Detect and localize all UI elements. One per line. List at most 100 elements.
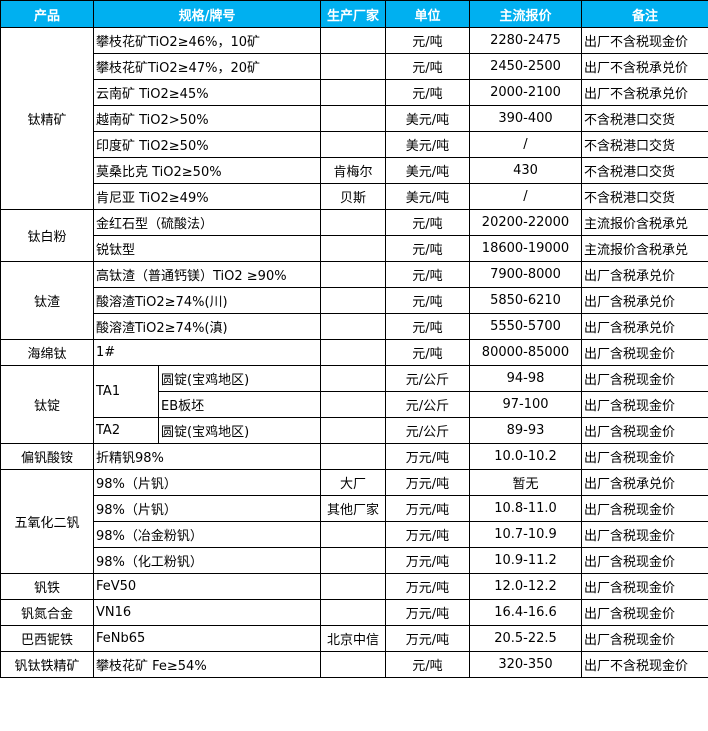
- grade-cell: TA2: [93, 417, 159, 444]
- note-cell: 主流报价含税承兑: [581, 235, 708, 262]
- unit-cell: 万元/吨: [385, 547, 470, 574]
- table-row: 98%（片钒） 其他厂家 万元/吨 10.8-11.0 出厂含税现金价: [1, 495, 708, 522]
- product-cell: 五氧化二钒: [0, 469, 94, 574]
- note-cell: 出厂含税现金价: [581, 599, 708, 626]
- unit-cell: 万元/吨: [385, 469, 470, 496]
- product-cell: 海绵钛: [0, 339, 94, 366]
- table-row: 钛白粉 金红石型（硫酸法） 元/吨 20200-22000 主流报价含税承兑: [0, 209, 708, 262]
- maker-cell: [320, 27, 386, 54]
- price-cell: 12.0-12.2: [469, 573, 582, 600]
- note-cell: 出厂含税承兑价: [581, 287, 708, 314]
- header-price: 主流报价: [469, 0, 582, 28]
- product-cell: 钛渣: [0, 261, 94, 340]
- unit-cell: 元/吨: [385, 339, 470, 366]
- product-cell: 钒钛铁精矿: [0, 651, 94, 678]
- unit-cell: 万元/吨: [385, 625, 470, 652]
- form-cell: 圆锭(宝鸡地区): [158, 365, 321, 392]
- table-row: 钛锭 TA1 圆锭(宝鸡地区) 元/公斤 94-98 出厂含税现金价: [0, 365, 708, 444]
- unit-cell: 元/吨: [385, 235, 470, 262]
- price-cell: 2000-2100: [469, 79, 582, 106]
- unit-cell: 元/吨: [385, 27, 470, 54]
- price-cell: 7900-8000: [469, 261, 582, 288]
- unit-cell: 元/吨: [385, 261, 470, 288]
- note-cell: 出厂不含税现金价: [581, 27, 708, 54]
- unit-cell: 美元/吨: [385, 105, 470, 132]
- price-cell: 20200-22000: [469, 209, 582, 236]
- header-row: 产品 规格/牌号 生产厂家 单位 主流报价 备注: [0, 0, 708, 28]
- table-row: 钛渣 高钛渣（普通钙镁）TiO2 ≥90% 元/吨 7900-8000 出厂含税承兑价: [0, 261, 708, 340]
- note-cell: 出厂含税承兑价: [581, 469, 708, 496]
- price-cell: 16.4-16.6: [469, 599, 582, 626]
- price-cell: 10.0-10.2: [469, 443, 582, 470]
- unit-cell: 元/吨: [385, 53, 470, 80]
- spec-cell: 酸溶渣TiO2≥74%(滇): [93, 313, 321, 340]
- spec-cell: 印度矿 TiO2≥50%: [93, 131, 321, 158]
- maker-cell: 肯梅尔: [320, 157, 386, 184]
- grade-cell: TA1: [93, 365, 159, 418]
- price-cell: 20.5-22.5: [469, 625, 582, 652]
- unit-cell: 元/公斤: [385, 391, 470, 418]
- header-unit: 单位: [385, 0, 470, 28]
- price-cell: 430: [469, 157, 582, 184]
- spec-cell: 98%（片钒）: [93, 495, 321, 522]
- price-cell: /: [469, 131, 582, 158]
- table-row: 云南矿 TiO2≥45% 元/吨 2000-2100 出厂不含税承兑价: [1, 79, 708, 106]
- note-cell: 不含税港口交货: [581, 105, 708, 132]
- table-row: 钛精矿 攀枝花矿TiO2≥46%，10矿 元/吨 2280-2475 出厂不含税现金价: [0, 27, 708, 210]
- spec-cell: 98%（化工粉钒）: [93, 547, 321, 574]
- table-row: 钒氮合金 VN16 万元/吨 16.4-16.6 出厂含税现金价: [0, 599, 708, 626]
- header-note: 备注: [581, 0, 708, 28]
- table-row: 攀枝花矿TiO2≥47%，20矿 元/吨 2450-2500 出厂不含税承兑价: [1, 53, 708, 80]
- table-row: TA2 圆锭(宝鸡地区) 元/公斤 89-93 出厂含税现金价: [1, 417, 708, 444]
- price-cell: 5550-5700: [469, 313, 582, 340]
- price-cell: 390-400: [469, 105, 582, 132]
- maker-cell: [320, 287, 386, 314]
- spec-cell: 金红石型（硫酸法）: [93, 209, 321, 236]
- note-cell: 出厂含税现金价: [581, 547, 708, 574]
- note-cell: 出厂含税现金价: [581, 417, 708, 444]
- price-cell: 89-93: [469, 417, 582, 444]
- price-cell: 10.8-11.0: [469, 495, 582, 522]
- note-cell: 出厂含税现金价: [581, 391, 708, 418]
- table-row: 巴西铌铁 FeNb65 北京中信 万元/吨 20.5-22.5 出厂含税现金价: [0, 625, 708, 652]
- maker-cell: 北京中信: [320, 625, 386, 652]
- price-cell: 97-100: [469, 391, 582, 418]
- maker-cell: [320, 53, 386, 80]
- note-cell: 出厂含税现金价: [581, 339, 708, 366]
- spec-cell: 莫桑比克 TiO2≥50%: [93, 157, 321, 184]
- note-cell: 出厂含税现金价: [581, 625, 708, 652]
- maker-cell: [320, 391, 386, 418]
- table-row: 锐钛型 元/吨 18600-19000 主流报价含税承兑: [1, 235, 708, 262]
- spec-cell: 锐钛型: [93, 235, 321, 262]
- product-cell: 钛锭: [0, 365, 94, 444]
- maker-cell: [320, 573, 386, 600]
- maker-cell: [320, 79, 386, 106]
- maker-cell: [320, 209, 386, 236]
- table-row: 越南矿 TiO2>50% 美元/吨 390-400 不含税港口交货: [1, 105, 708, 132]
- unit-cell: 元/吨: [385, 209, 470, 236]
- note-cell: 出厂含税现金价: [581, 443, 708, 470]
- maker-cell: [320, 547, 386, 574]
- note-cell: 出厂含税现金价: [581, 495, 708, 522]
- unit-cell: 元/吨: [385, 287, 470, 314]
- unit-cell: 元/公斤: [385, 417, 470, 444]
- price-cell: 320-350: [469, 651, 582, 678]
- note-cell: 主流报价含税承兑: [581, 209, 708, 236]
- table-row: 酸溶渣TiO2≥74%(川) 元/吨 5850-6210 出厂含税承兑价: [1, 287, 708, 314]
- maker-cell: [320, 365, 386, 392]
- header-product: 产品: [0, 0, 94, 28]
- table-row: 钒钛铁精矿 攀枝花矿 Fe≥54% 元/吨 320-350 出厂不含税现金价: [0, 651, 708, 678]
- maker-cell: 贝斯: [320, 183, 386, 210]
- spec-cell: 折精钒98%: [93, 443, 321, 470]
- spec-cell: 攀枝花矿TiO2≥46%，10矿: [93, 27, 321, 54]
- maker-cell: 其他厂家: [320, 495, 386, 522]
- table-row: 海绵钛 1# 元/吨 80000-85000 出厂含税现金价: [0, 339, 708, 366]
- price-cell: 10.7-10.9: [469, 521, 582, 548]
- table-row: 钒铁 FeV50 万元/吨 12.0-12.2 出厂含税现金价: [0, 573, 708, 600]
- spec-cell: FeNb65: [93, 625, 321, 652]
- product-cell: 钛精矿: [0, 27, 94, 210]
- spec-cell: 1#: [93, 339, 321, 366]
- spec-cell: 98%（冶金粉钒）: [93, 521, 321, 548]
- note-cell: 不含税港口交货: [581, 157, 708, 184]
- note-cell: 出厂含税现金价: [581, 365, 708, 392]
